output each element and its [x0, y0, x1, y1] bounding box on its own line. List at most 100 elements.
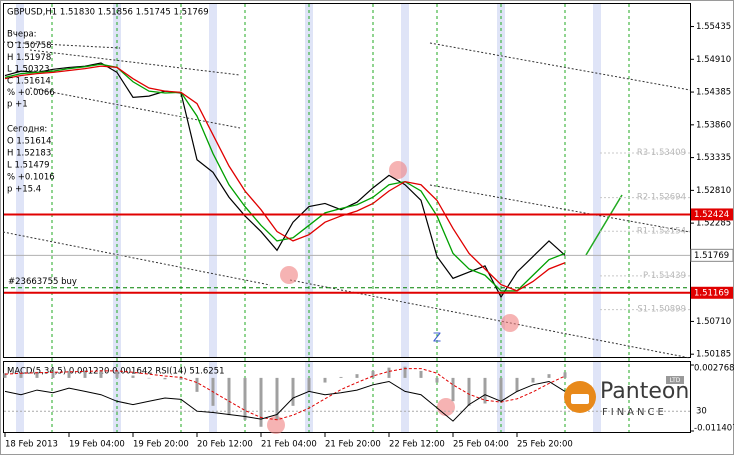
info-line: L 1.50323 — [7, 65, 50, 75]
y-tick-label: 1.50185 — [696, 350, 731, 360]
y2-tick-label: 30 — [696, 407, 707, 417]
pivot-value: 1.53409 — [651, 147, 686, 157]
macd-bar — [387, 367, 391, 378]
highlight-circles — [267, 161, 519, 434]
channel-lines — [2, 41, 691, 359]
x-tick-label: 19 Feb 20:00 — [133, 440, 189, 450]
logo-badge-box — [666, 376, 684, 384]
y-tick-label: 1.53860 — [696, 120, 731, 130]
wave-label: Z — [433, 331, 441, 345]
level-box — [691, 286, 733, 299]
pivot-name: S1 — [637, 304, 648, 314]
session-band — [593, 362, 601, 432]
y-tick-label: 1.52285 — [696, 219, 731, 229]
pivot-label: P 1.51439 — [643, 270, 686, 280]
macd-bar — [99, 369, 103, 378]
macd-bar — [403, 366, 407, 378]
macd-bar — [259, 377, 263, 427]
y-tick-label: -0.011407 — [694, 424, 734, 434]
info-line: H 1.51978 — [7, 53, 51, 63]
level-box — [691, 208, 733, 221]
x-tick-label: 22 Feb 12:00 — [389, 440, 445, 450]
x-tick-label: 25 Feb 04:00 — [453, 440, 509, 450]
macd-bar — [195, 377, 199, 392]
macd-bar — [179, 377, 183, 380]
pivot-label: R2 1.52694 — [637, 192, 686, 202]
y-tick-label: 1.54385 — [696, 88, 731, 98]
macd-bar — [419, 370, 423, 378]
macd-bar — [51, 371, 55, 378]
session-band — [16, 362, 24, 432]
logo: Panteon FINANCE LTD — [564, 376, 689, 418]
macd-bar — [275, 377, 279, 420]
pivot-name: R1 — [637, 226, 648, 236]
macd-bar — [291, 377, 295, 406]
info-line: p +1 — [7, 100, 28, 110]
info-line: p +15.4 — [7, 185, 41, 195]
macd-bar — [243, 377, 247, 420]
indicator-plot-border — [3, 361, 691, 433]
macd-bar — [515, 377, 519, 392]
session-band — [401, 4, 409, 357]
session-band — [593, 4, 601, 357]
macd-bar — [163, 377, 167, 380]
info-line: H 1.52183 — [7, 149, 51, 159]
macd-bar — [323, 377, 327, 383]
macd-bar — [531, 377, 535, 383]
pivot-value: 1.52154 — [651, 226, 686, 236]
level-label: 1.51169 — [694, 288, 729, 298]
macd-bar — [35, 371, 39, 378]
session-band — [113, 362, 121, 432]
pivot-label: R1 1.52154 — [637, 226, 686, 236]
macd-bar — [307, 377, 311, 392]
macd-bar — [451, 377, 455, 402]
macd-bar — [19, 372, 23, 378]
macd-bar — [499, 377, 503, 402]
pivot-name: P — [643, 270, 648, 280]
macd-bar — [83, 370, 87, 378]
macd-bar — [547, 374, 551, 378]
price-line — [4, 63, 566, 292]
x-tick-label: 21 Feb 04:00 — [261, 440, 317, 450]
current-price-label: 1.51769 — [694, 251, 729, 261]
indicator-line — [4, 368, 566, 421]
pivot-name: R2 — [637, 192, 648, 202]
logo-badge: LTD — [670, 377, 681, 384]
info-line: O 1.51614 — [7, 137, 52, 147]
level-label: 1.52424 — [694, 210, 729, 220]
info-line: L 1.51479 — [7, 161, 50, 171]
macd-bar — [67, 370, 71, 378]
current-price-box — [690, 248, 734, 262]
macd-bar — [147, 377, 151, 379]
x-tick-label: 21 Feb 20:00 — [325, 440, 381, 450]
trend-arrow — [585, 194, 623, 256]
y-tick-label: 0.002768 — [694, 364, 734, 374]
pivot-name: R3 — [637, 147, 648, 157]
pivot-value: 1.51439 — [651, 270, 686, 280]
logo-sub: FINANCE — [602, 407, 667, 418]
background-layer — [16, 4, 630, 432]
session-band — [209, 4, 217, 357]
info-line: Сегодня: — [7, 125, 47, 135]
session-band — [305, 362, 313, 432]
y-tick-label: 1.53335 — [696, 153, 731, 163]
macd-bar — [371, 370, 375, 378]
info-line: O 1.50758 — [7, 41, 52, 51]
pivot-label: S1 1.50899 — [637, 304, 686, 314]
price-plot-border — [3, 3, 691, 358]
macd-bar — [115, 370, 119, 378]
x-tick-label: 25 Feb 20:00 — [517, 440, 573, 450]
logo-icon-detail — [571, 394, 589, 404]
y-tick-label: 1.50710 — [696, 317, 731, 327]
x-tick-label: 18 Feb 2013 — [5, 440, 58, 450]
y-tick-label: 1.55435 — [696, 22, 731, 32]
info-line: C 1.51614 — [7, 76, 51, 86]
macd-bar — [131, 375, 135, 378]
macd-bar — [3, 373, 7, 378]
info-line: % +0.1016 — [7, 173, 55, 183]
macd-bar — [435, 377, 439, 383]
x-tick-label: 20 Feb 12:00 — [197, 440, 253, 450]
pivot-value: 1.50899 — [651, 304, 686, 314]
macd-bar — [483, 377, 487, 404]
